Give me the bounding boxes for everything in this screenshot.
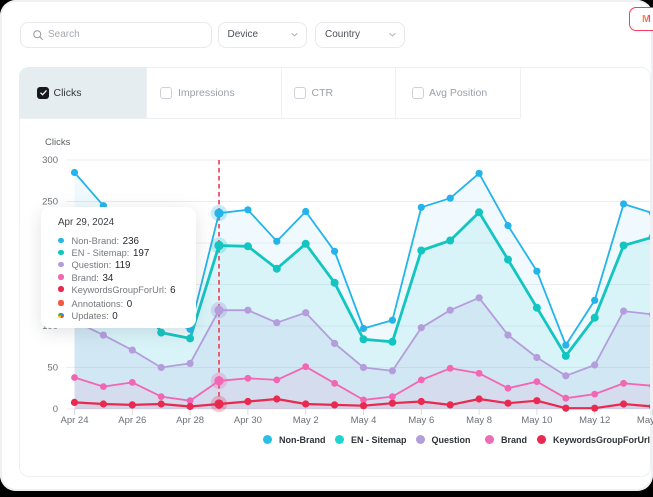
svg-text:Apr 24: Apr 24 — [61, 415, 89, 426]
svg-text:May 10: May 10 — [521, 415, 552, 426]
svg-text:Apr 26: Apr 26 — [118, 415, 146, 426]
svg-text:May 8: May 8 — [466, 415, 492, 426]
svg-text:May 14: May 14 — [637, 415, 653, 426]
svg-text:Apr 30: Apr 30 — [234, 415, 262, 426]
svg-text:May 4: May 4 — [351, 415, 377, 426]
svg-text:May 12: May 12 — [579, 415, 610, 426]
svg-text:300: 300 — [42, 155, 58, 166]
svg-text:May 2: May 2 — [293, 415, 319, 426]
svg-text:May 6: May 6 — [408, 415, 434, 426]
svg-text:250: 250 — [42, 197, 58, 208]
svg-text:0: 0 — [53, 404, 58, 415]
svg-text:50: 50 — [47, 363, 58, 374]
svg-text:Apr 28: Apr 28 — [176, 415, 204, 426]
